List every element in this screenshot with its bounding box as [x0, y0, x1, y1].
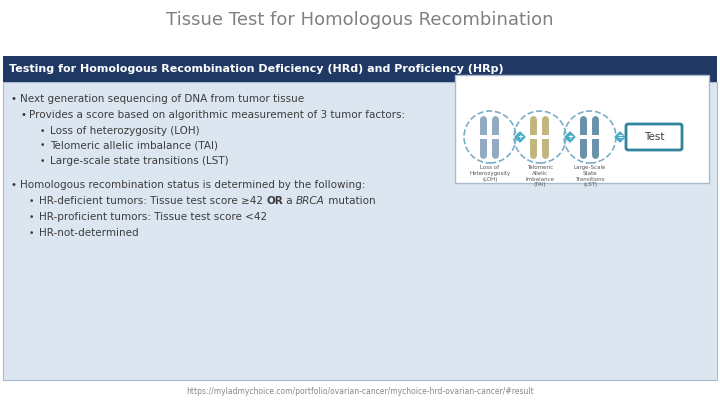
Text: =: = — [617, 134, 623, 140]
Text: +: + — [567, 134, 573, 140]
Text: Provides a score based on algorithmic measurement of 3 tumor factors:: Provides a score based on algorithmic me… — [29, 110, 405, 120]
Text: Telomeric allelic imbalance (TAI): Telomeric allelic imbalance (TAI) — [50, 141, 218, 151]
Text: •: • — [11, 180, 17, 190]
Text: •: • — [40, 141, 45, 151]
Text: •: • — [20, 110, 26, 120]
Polygon shape — [515, 132, 525, 142]
Text: https://myladmychoice.com/portfolio/ovarian-cancer/mychoice-hrd-ovarian-cancer/#: https://myladmychoice.com/portfolio/ovar… — [186, 386, 534, 396]
Text: Loss of heterozygosity (LOH): Loss of heterozygosity (LOH) — [50, 126, 199, 136]
Polygon shape — [565, 132, 575, 142]
Text: Telomeric
Allelic
Imbalance
(TAI): Telomeric Allelic Imbalance (TAI) — [526, 165, 554, 188]
Text: •: • — [40, 156, 45, 166]
FancyBboxPatch shape — [455, 75, 709, 183]
Text: •: • — [40, 126, 45, 136]
Text: mutation: mutation — [325, 196, 375, 206]
Text: HR-not-determined: HR-not-determined — [39, 228, 139, 238]
Polygon shape — [615, 132, 625, 142]
Text: BRCA: BRCA — [296, 196, 325, 206]
FancyBboxPatch shape — [626, 124, 682, 150]
Text: Loss of
Heterozygosity
(LOH): Loss of Heterozygosity (LOH) — [469, 165, 510, 181]
Text: HR-proficient tumors: Tissue test score <42: HR-proficient tumors: Tissue test score … — [39, 212, 267, 222]
Text: Test: Test — [644, 132, 665, 142]
Text: +: + — [517, 134, 523, 140]
Text: •: • — [11, 94, 17, 104]
FancyBboxPatch shape — [3, 56, 717, 82]
Text: Large-scale state transitions (LST): Large-scale state transitions (LST) — [50, 156, 229, 166]
Text: Homologous recombination status is determined by the following:: Homologous recombination status is deter… — [20, 180, 365, 190]
Text: Tissue Test for Homologous Recombination: Tissue Test for Homologous Recombination — [166, 11, 554, 29]
Text: Large-Scale
State
Transitions
(LST): Large-Scale State Transitions (LST) — [574, 165, 606, 188]
Text: Testing for Homologous Recombination Deficiency (HRd) and Proficiency (HRp): Testing for Homologous Recombination Def… — [9, 64, 503, 74]
Text: HR-deficient tumors: Tissue test score ≥42: HR-deficient tumors: Tissue test score ≥… — [39, 196, 266, 206]
Text: Next generation sequencing of DNA from tumor tissue: Next generation sequencing of DNA from t… — [20, 94, 304, 104]
FancyBboxPatch shape — [3, 82, 717, 380]
Text: •: • — [29, 196, 35, 205]
Text: •: • — [29, 228, 35, 237]
Text: OR: OR — [266, 196, 283, 206]
Text: a: a — [283, 196, 296, 206]
Text: •: • — [29, 213, 35, 222]
